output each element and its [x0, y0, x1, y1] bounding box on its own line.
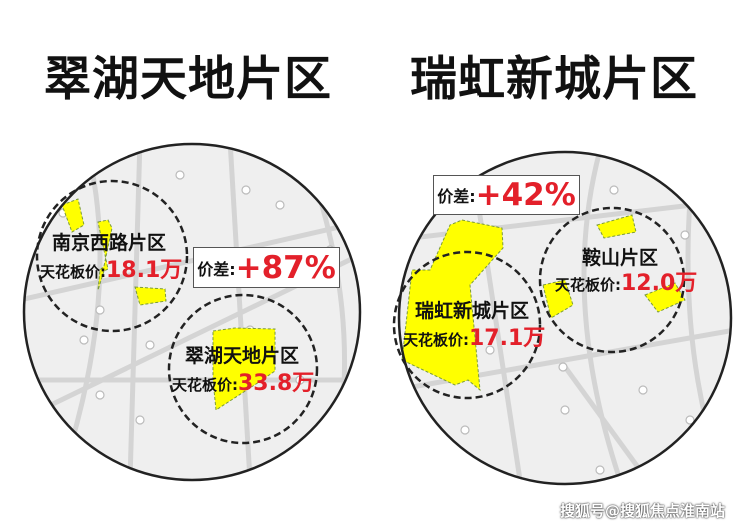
- diff-label: 价差:: [437, 187, 476, 206]
- price-label: 天花板价:: [40, 263, 106, 281]
- price-label: 天花板价:: [403, 331, 469, 349]
- diff-value: +87%: [235, 249, 336, 286]
- zone-name-ruihong: 瑞虹新城片区: [415, 300, 530, 322]
- price-value: 17.1万: [469, 326, 546, 351]
- zone-name-cuihu: 翠湖天地片区: [185, 345, 300, 367]
- right-highlight-plots: [401, 214, 686, 392]
- price-value: 12.0万: [621, 271, 698, 296]
- price-value: 33.8万: [238, 371, 315, 396]
- cuihu-zone-boundary: [167, 293, 319, 445]
- zone-name-nanjingxilu: 南京西路片区: [52, 232, 167, 254]
- diff-value: +42%: [475, 177, 576, 213]
- left-map[interactable]: [20, 140, 370, 482]
- left-price-diff-box: 价差: +87%: [193, 247, 340, 288]
- watermark: 搜狐号@搜狐焦点淮南站: [560, 502, 726, 520]
- right-title: 瑞虹新城片区: [410, 52, 698, 107]
- price-ruihong: 天花板价:17.1万: [403, 320, 545, 352]
- price-value: 18.1万: [106, 258, 183, 283]
- price-cuihu: 天花板价:33.8万: [172, 365, 314, 397]
- price-nanjingxilu: 天花板价:18.1万: [40, 252, 182, 284]
- zone-name-anshan: 鞍山片区: [582, 247, 659, 269]
- price-label: 天花板价:: [172, 376, 238, 394]
- price-anshan: 天花板价:12.0万: [555, 265, 697, 297]
- right-price-diff-box: 价差: +42%: [433, 175, 580, 215]
- anshan-zone-boundary: [538, 206, 686, 354]
- diff-label: 价差:: [197, 259, 236, 279]
- left-title: 翠湖天地片区: [44, 52, 332, 107]
- left-highlight-plots: [61, 198, 276, 411]
- nanjingxilu-zone-boundary: [35, 179, 189, 333]
- ruihong-zone-boundary: [392, 250, 542, 400]
- price-label: 天花板价:: [555, 276, 621, 294]
